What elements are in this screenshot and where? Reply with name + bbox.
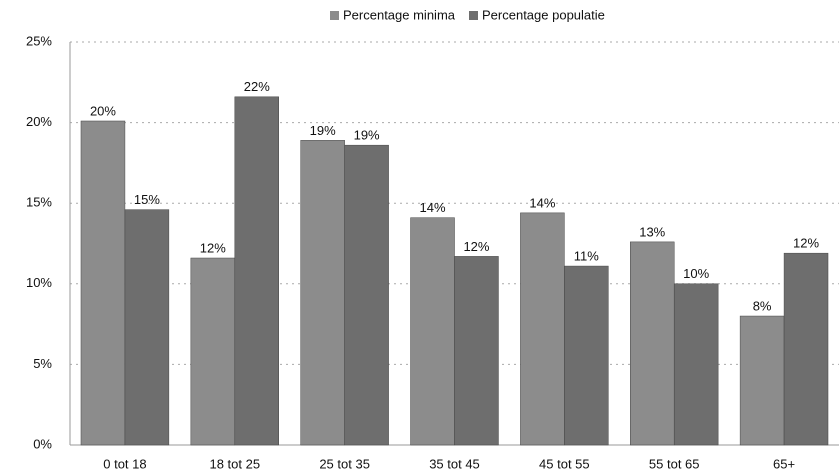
bar bbox=[80, 120, 126, 446]
data-label: 19% bbox=[310, 123, 336, 138]
bar bbox=[454, 256, 499, 446]
bar bbox=[190, 257, 236, 446]
data-label: 13% bbox=[639, 224, 665, 239]
x-tick-label: 45 tot 55 bbox=[539, 456, 590, 471]
legend-label: Percentage populatie bbox=[482, 7, 605, 22]
data-label: 12% bbox=[793, 236, 819, 251]
x-tick-label: 18 tot 25 bbox=[209, 456, 260, 471]
y-tick-label: 5% bbox=[33, 356, 52, 371]
bar bbox=[124, 209, 170, 446]
data-label: 11% bbox=[574, 249, 599, 264]
legend-swatch bbox=[330, 11, 339, 20]
y-tick-label: 10% bbox=[26, 275, 52, 290]
x-tick-label: 55 tot 65 bbox=[649, 456, 700, 471]
bar bbox=[234, 96, 279, 446]
legend-swatch bbox=[469, 11, 478, 20]
x-tick-label: 0 tot 18 bbox=[103, 456, 146, 471]
data-label: 8% bbox=[753, 298, 772, 313]
data-label: 14% bbox=[420, 200, 446, 215]
data-label: 10% bbox=[683, 266, 709, 281]
bar bbox=[739, 315, 785, 446]
y-tick-label: 25% bbox=[26, 33, 52, 48]
bar bbox=[564, 265, 609, 446]
x-tick-label: 65+ bbox=[773, 456, 795, 471]
bar bbox=[344, 144, 389, 446]
bar bbox=[300, 140, 345, 446]
bar bbox=[410, 217, 455, 446]
data-label: 20% bbox=[90, 103, 116, 118]
bar bbox=[630, 241, 675, 446]
data-label: 15% bbox=[134, 192, 160, 207]
x-tick-label: 35 tot 45 bbox=[429, 456, 480, 471]
y-tick-label: 0% bbox=[33, 436, 52, 451]
bar bbox=[783, 252, 829, 446]
data-label: 19% bbox=[354, 128, 380, 143]
y-tick-label: 15% bbox=[26, 195, 52, 210]
data-label: 22% bbox=[244, 79, 270, 94]
data-label: 12% bbox=[463, 239, 489, 254]
bar bbox=[673, 283, 719, 446]
data-label: 12% bbox=[200, 240, 226, 255]
data-label: 14% bbox=[529, 195, 555, 210]
y-tick-label: 20% bbox=[26, 114, 52, 129]
legend-label: Percentage minima bbox=[343, 7, 456, 22]
bar bbox=[520, 212, 565, 446]
x-tick-label: 25 tot 35 bbox=[319, 456, 370, 471]
